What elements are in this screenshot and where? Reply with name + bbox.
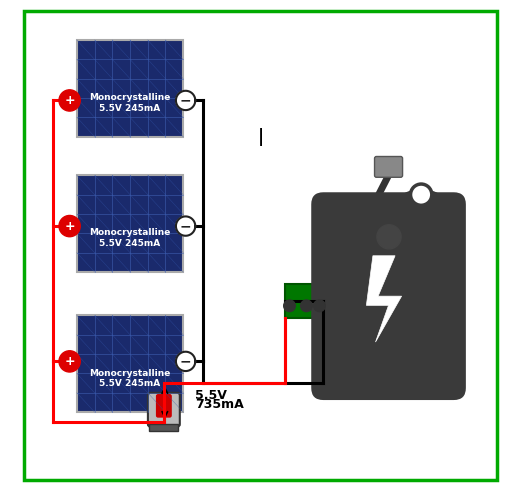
Circle shape — [59, 351, 80, 372]
FancyBboxPatch shape — [77, 175, 183, 272]
Circle shape — [59, 90, 80, 111]
Text: −: − — [180, 219, 191, 233]
FancyBboxPatch shape — [375, 156, 403, 177]
FancyBboxPatch shape — [338, 282, 359, 308]
FancyBboxPatch shape — [284, 284, 352, 318]
FancyBboxPatch shape — [311, 192, 466, 400]
Circle shape — [59, 215, 80, 237]
Text: +: + — [64, 355, 75, 368]
Text: Monocrystalline
5.5V 245mA: Monocrystalline 5.5V 245mA — [89, 228, 171, 248]
FancyBboxPatch shape — [24, 11, 497, 480]
Circle shape — [176, 216, 195, 236]
Text: Monocrystalline
5.5V 245mA: Monocrystalline 5.5V 245mA — [89, 93, 171, 113]
FancyBboxPatch shape — [157, 395, 171, 417]
Text: −: − — [180, 354, 191, 368]
Circle shape — [284, 300, 295, 312]
Circle shape — [314, 300, 325, 312]
Circle shape — [377, 225, 401, 249]
FancyBboxPatch shape — [77, 40, 183, 137]
FancyBboxPatch shape — [340, 289, 357, 303]
Circle shape — [176, 91, 195, 110]
Text: Monocrystalline
5.5V 245mA: Monocrystalline 5.5V 245mA — [89, 368, 171, 388]
Text: +: + — [64, 94, 75, 107]
Text: 5.5V: 5.5V — [195, 389, 227, 402]
Polygon shape — [366, 256, 402, 342]
Text: |: | — [257, 128, 264, 146]
Circle shape — [411, 184, 432, 205]
Text: +: + — [64, 220, 75, 233]
Text: −: − — [180, 93, 191, 107]
Text: 735mA: 735mA — [195, 399, 244, 411]
Circle shape — [176, 352, 195, 371]
FancyBboxPatch shape — [148, 393, 180, 427]
FancyBboxPatch shape — [77, 315, 183, 412]
FancyBboxPatch shape — [150, 424, 178, 432]
Circle shape — [301, 300, 312, 312]
